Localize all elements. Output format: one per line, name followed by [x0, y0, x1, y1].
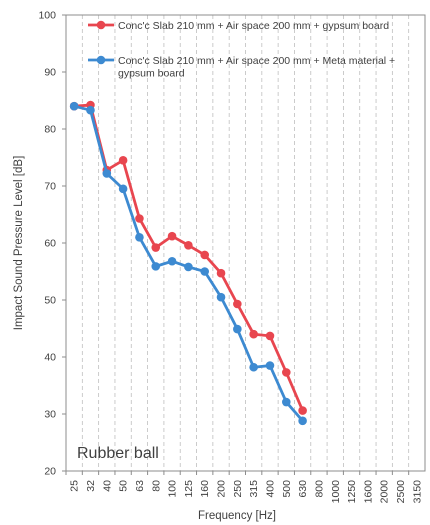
- data-point-series-1: [249, 329, 258, 339]
- data-point-series-2: [216, 292, 226, 302]
- y-tick-label: 30: [44, 409, 56, 421]
- legend-label: Conc'c Slab 210 mm + Air space 200 mm + …: [118, 55, 395, 67]
- y-tick-label: 70: [44, 181, 56, 193]
- x-tick-label: 250: [232, 480, 244, 498]
- data-point-series-2: [298, 416, 307, 426]
- x-tick-label: 125: [183, 480, 195, 498]
- data-point-series-1: [298, 406, 307, 415]
- x-tick-label: 160: [199, 480, 211, 498]
- y-tick-label: 90: [44, 67, 56, 79]
- annotation-label: Rubber ball: [77, 445, 159, 462]
- data-point-series-1: [118, 156, 128, 165]
- data-point-series-1: [135, 214, 144, 223]
- x-tick-label: 3150: [411, 480, 423, 504]
- x-tick-label: 80: [150, 480, 162, 492]
- y-tick-label: 40: [44, 352, 56, 364]
- data-point-series-1: [151, 243, 161, 252]
- x-tick-label: 32: [85, 480, 97, 492]
- legend-swatch-marker: [96, 20, 106, 30]
- x-tick-label: 200: [216, 480, 228, 498]
- data-point-series-2: [200, 267, 210, 276]
- x-tick-label: 40: [101, 480, 113, 492]
- x-tick-label: 1250: [346, 480, 358, 504]
- grid-layer: [81, 15, 410, 471]
- x-tick-label: 500: [281, 480, 293, 498]
- data-point-series-2: [233, 324, 242, 334]
- legend: Conc'c Slab 210 mm + Air space 200 mm + …: [88, 20, 395, 80]
- x-tick-label: 1600: [362, 480, 374, 504]
- data-point-series-2: [167, 256, 177, 266]
- data-point-series-2: [102, 169, 112, 178]
- x-tick-label: 1000: [330, 480, 342, 504]
- x-tick-label: 63: [134, 480, 146, 492]
- y-tick-label: 100: [38, 10, 56, 22]
- data-point-series-1: [281, 368, 291, 377]
- x-tick-label: 800: [313, 480, 325, 498]
- data-point-series-1: [233, 299, 242, 309]
- x-tick-label: 2000: [379, 480, 391, 504]
- data-point-series-1: [167, 231, 177, 241]
- x-tick-label: 100: [167, 480, 179, 498]
- y-axis-title: Impact Sound Pressure Level [dB]: [13, 156, 25, 331]
- data-point-series-2: [86, 105, 95, 115]
- x-tick-label: 25: [69, 480, 81, 492]
- legend-label: Conc'c Slab 210 mm + Air space 200 mm + …: [118, 20, 389, 32]
- y-tick-label: 20: [44, 466, 56, 478]
- data-point-series-2: [135, 233, 144, 242]
- legend-swatch-marker: [96, 55, 106, 65]
- y-tick-label: 60: [44, 238, 56, 250]
- x-tick-label: 315: [248, 480, 260, 498]
- data-point-series-2: [69, 101, 79, 111]
- data-point-series-2: [249, 362, 258, 372]
- series-layer: [69, 100, 307, 426]
- data-point-series-2: [184, 262, 193, 272]
- data-point-series-2: [118, 184, 128, 194]
- x-tick-label: 2500: [395, 480, 407, 504]
- data-point-series-2: [265, 361, 275, 370]
- data-point-series-1: [216, 268, 226, 278]
- data-point-series-1: [200, 250, 210, 260]
- y-tick-label: 50: [44, 295, 56, 307]
- x-tick-label: 50: [118, 480, 130, 492]
- y-tick-label: 80: [44, 124, 56, 136]
- data-point-series-2: [281, 397, 291, 407]
- legend-label: gypsum board: [118, 68, 185, 80]
- axes-layer: 20 30 40 50 60 70 80 90 100 25 32 40 50 63 80 100 125 160…: [38, 10, 426, 504]
- x-axis-title: Frequency [Hz]: [198, 510, 276, 522]
- x-tick-label: 630: [297, 480, 309, 498]
- data-point-series-1: [265, 331, 275, 341]
- x-tick-label: 400: [264, 480, 276, 498]
- data-point-series-2: [151, 262, 161, 271]
- data-point-series-1: [184, 240, 193, 250]
